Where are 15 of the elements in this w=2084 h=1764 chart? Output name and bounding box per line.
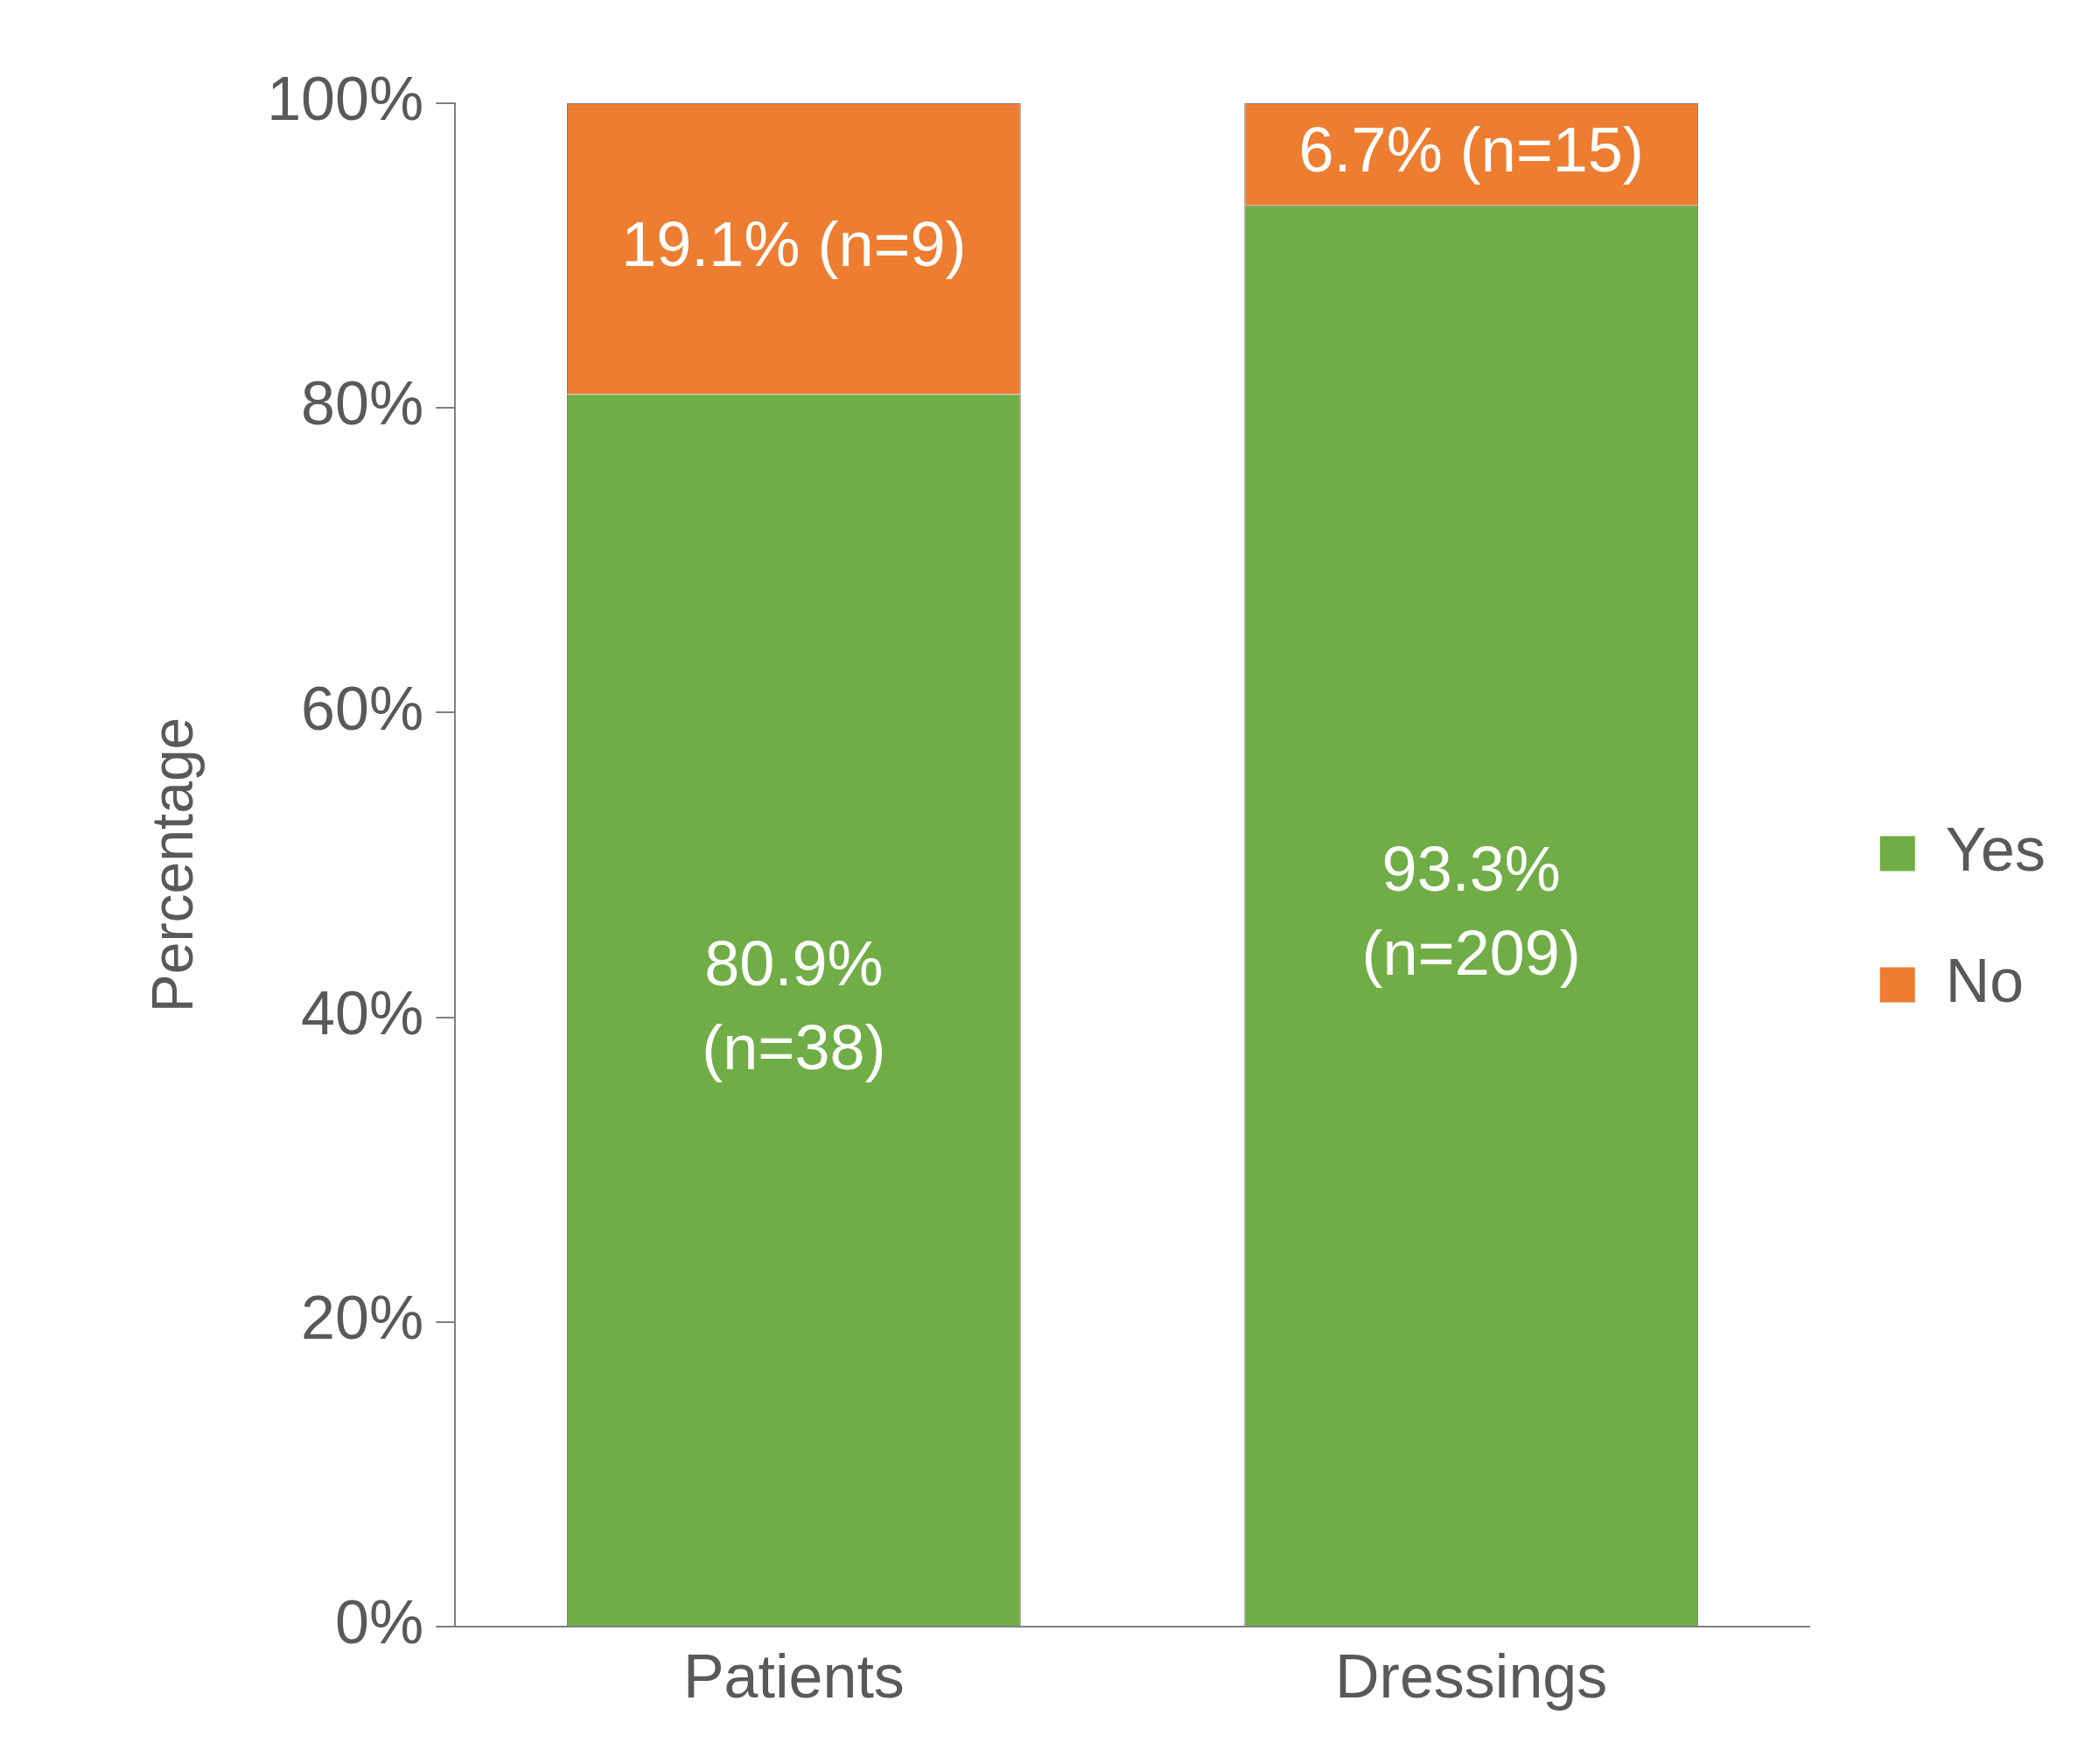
x-tick-label: Dressings bbox=[1335, 1642, 1608, 1712]
data-label: 80.9% (n=38) bbox=[702, 928, 886, 1083]
y-tick-label: 60% bbox=[301, 674, 424, 743]
x-tick-label: Patients bbox=[682, 1642, 905, 1712]
y-tick-label: 100% bbox=[267, 65, 424, 134]
y-axis-title: Percentage bbox=[139, 717, 205, 1013]
data-label: 19.1% (n=9) bbox=[621, 209, 967, 280]
y-tick-label: 80% bbox=[301, 369, 424, 438]
legend-label: No bbox=[1945, 946, 2025, 1015]
legend-label: Yes bbox=[1945, 815, 2046, 884]
y-tick-label: 40% bbox=[301, 978, 424, 1047]
data-label: 93.3% (n=209) bbox=[1361, 834, 1581, 989]
data-label: 6.7% (n=15) bbox=[1298, 115, 1644, 186]
y-tick-label: 20% bbox=[301, 1284, 424, 1353]
y-tick-label: 0% bbox=[335, 1588, 424, 1657]
